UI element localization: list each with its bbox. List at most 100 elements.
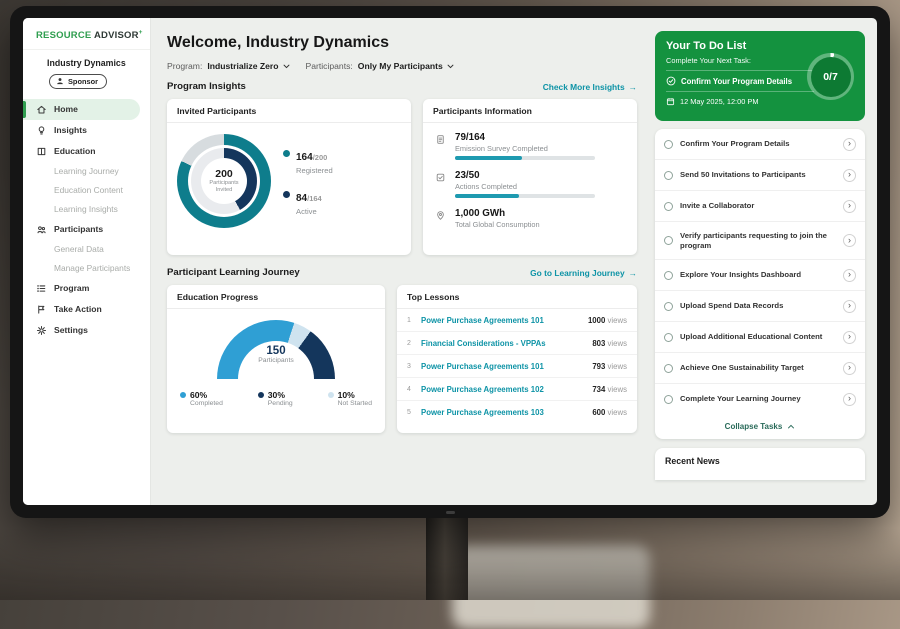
- info-row-survey: 79/164 Emission Survey Completed: [435, 132, 625, 160]
- sidebar-item-label: Education Content: [54, 185, 123, 196]
- legend-pct: 60%: [190, 390, 208, 400]
- info-row-content: 23/50 Actions Completed: [455, 170, 595, 198]
- top-lessons-card: Top Lessons 1 Power Purchase Agreements …: [397, 285, 637, 433]
- task-row-invite-collaborator[interactable]: Invite a Collaborator ›: [655, 191, 865, 222]
- task-checkbox[interactable]: [664, 301, 673, 311]
- program-filter-value: Industrialize Zero: [207, 61, 279, 71]
- program-filter-select[interactable]: Industrialize Zero: [207, 61, 289, 71]
- todo-panel: Your To Do List Complete Your Next Task:…: [649, 18, 877, 505]
- lesson-link[interactable]: Power Purchase Agreements 101: [421, 315, 544, 325]
- sponsor-badge[interactable]: Sponsor: [49, 73, 107, 89]
- main-content: Welcome, Industry Dynamics Program: Indu…: [151, 18, 649, 505]
- views-unit: views: [605, 338, 627, 348]
- sidebar-item-insights[interactable]: Insights: [23, 120, 150, 141]
- task-checkbox[interactable]: [664, 363, 673, 373]
- progress-fill: [455, 156, 523, 160]
- participants-filter-select[interactable]: Only My Participants: [358, 61, 454, 71]
- lesson-link[interactable]: Power Purchase Agreements 101: [421, 361, 544, 371]
- sidebar-item-general-data[interactable]: General Data: [23, 240, 150, 259]
- legend-value: 84: [296, 192, 308, 204]
- views-count: 803: [592, 338, 606, 348]
- chevron-right-icon[interactable]: ›: [843, 299, 856, 313]
- lessons-list: 1 Power Purchase Agreements 101 1000 vie…: [397, 309, 637, 423]
- task-checkbox[interactable]: [664, 236, 673, 245]
- legend-dot-teal: [283, 149, 290, 157]
- info-label: Emission Survey Completed: [455, 144, 548, 153]
- task-checkbox[interactable]: [664, 139, 673, 149]
- task-checkbox[interactable]: [664, 170, 673, 180]
- sidebar-item-education-content[interactable]: Education Content: [23, 181, 150, 200]
- gauge-center-value: 150: [266, 345, 286, 357]
- chevron-right-icon[interactable]: ›: [843, 199, 856, 213]
- sidebar-item-settings[interactable]: Settings: [23, 320, 150, 341]
- chevron-right-icon[interactable]: ›: [843, 361, 856, 375]
- org-name: Industry Dynamics: [47, 58, 126, 69]
- section-title: Participant Learning Journey: [167, 267, 300, 278]
- todo-subtitle: Complete Your Next Task:: [666, 56, 751, 65]
- card-title: Education Progress: [167, 285, 385, 309]
- recent-news-header[interactable]: Recent News: [655, 448, 865, 480]
- lesson-link[interactable]: Financial Considerations - VPPAs: [421, 338, 546, 348]
- sidebar-item-program[interactable]: Program: [23, 278, 150, 299]
- task-row-explore-insights[interactable]: Explore Your Insights Dashboard ›: [655, 260, 865, 291]
- lesson-link[interactable]: Power Purchase Agreements 103: [421, 407, 544, 417]
- lesson-rank: 5: [407, 408, 411, 416]
- views-unit: views: [605, 407, 627, 417]
- chevron-right-icon[interactable]: ›: [843, 330, 856, 344]
- task-checkbox[interactable]: [664, 332, 673, 342]
- views-count: 793: [592, 361, 606, 371]
- chevron-right-icon[interactable]: ›: [843, 268, 856, 282]
- book-icon: [36, 146, 47, 157]
- collapse-tasks-button[interactable]: Collapse Tasks: [655, 414, 865, 439]
- task-checkbox[interactable]: [664, 394, 673, 404]
- participants-filter: Participants: Only My Participants: [306, 61, 454, 71]
- sidebar-item-learning-insights[interactable]: Learning Insights: [23, 200, 150, 219]
- todo-next-task[interactable]: Confirm Your Program Details: [666, 70, 814, 91]
- desk-shadow: [0, 528, 900, 600]
- info-row-content: 1,000 GWh Total Global Consumption: [455, 208, 540, 232]
- task-row-verify-participants[interactable]: Verify participants requesting to join t…: [655, 222, 865, 260]
- info-label: Total Global Consumption: [455, 220, 540, 229]
- program-insights-header: Program Insights Check More Insights →: [167, 81, 637, 92]
- sidebar-nav: Home Insights Education Learning Journey…: [23, 98, 150, 341]
- views-unit: views: [605, 315, 627, 325]
- sidebar-item-take-action[interactable]: Take Action: [23, 299, 150, 320]
- lesson-row: 4 Power Purchase Agreements 102 734 view…: [397, 378, 637, 401]
- card-title: Invited Participants: [167, 99, 411, 123]
- card-title: Participants Information: [423, 99, 637, 123]
- task-label: Upload Spend Data Records: [680, 301, 784, 310]
- sidebar-item-education[interactable]: Education: [23, 141, 150, 162]
- legend-value: 164: [296, 151, 313, 163]
- chevron-right-icon[interactable]: ›: [843, 168, 856, 182]
- check-more-insights-link[interactable]: Check More Insights →: [543, 82, 637, 92]
- go-to-learning-journey-link[interactable]: Go to Learning Journey →: [530, 268, 637, 278]
- task-row-confirm-program[interactable]: Confirm Your Program Details ›: [655, 129, 865, 160]
- task-row-complete-learning-journey[interactable]: Complete Your Learning Journey ›: [655, 384, 865, 414]
- sidebar-item-label: Home: [54, 104, 78, 115]
- sponsor-label: Sponsor: [68, 76, 98, 86]
- legend-label: Completed: [190, 400, 223, 407]
- chevron-right-icon[interactable]: ›: [843, 392, 856, 406]
- sidebar-item-learning-journey[interactable]: Learning Journey: [23, 162, 150, 181]
- gear-icon: [36, 325, 47, 336]
- task-row-send-invitations[interactable]: Send 50 Invitations to Participants ›: [655, 160, 865, 191]
- lesson-row: 3 Power Purchase Agreements 101 793 view…: [397, 355, 637, 378]
- chevron-right-icon[interactable]: ›: [843, 137, 856, 151]
- sidebar-item-participants[interactable]: Participants: [23, 219, 150, 240]
- chevron-down-icon: [283, 64, 289, 68]
- task-checkbox[interactable]: [664, 270, 673, 280]
- learning-cards-row: Education Progress 150 Participants: [167, 285, 637, 433]
- chevron-right-icon[interactable]: ›: [843, 234, 856, 247]
- sidebar-item-home[interactable]: Home: [23, 98, 140, 120]
- program-filter-label: Program:: [167, 61, 203, 71]
- info-value: 23/50: [455, 170, 480, 181]
- task-row-upload-spend-data[interactable]: Upload Spend Data Records ›: [655, 291, 865, 322]
- sidebar-item-manage-participants[interactable]: Manage Participants: [23, 259, 150, 278]
- insights-cards-row: Invited Participants 200 Participants In…: [167, 99, 637, 255]
- lesson-link[interactable]: Power Purchase Agreements 102: [421, 384, 544, 394]
- views-unit: views: [605, 384, 627, 394]
- task-row-achieve-target[interactable]: Achieve One Sustainability Target ›: [655, 353, 865, 384]
- task-row-upload-educational-content[interactable]: Upload Additional Educational Content ›: [655, 322, 865, 353]
- task-checkbox[interactable]: [664, 201, 673, 211]
- center-label-line2: Invited: [215, 187, 233, 193]
